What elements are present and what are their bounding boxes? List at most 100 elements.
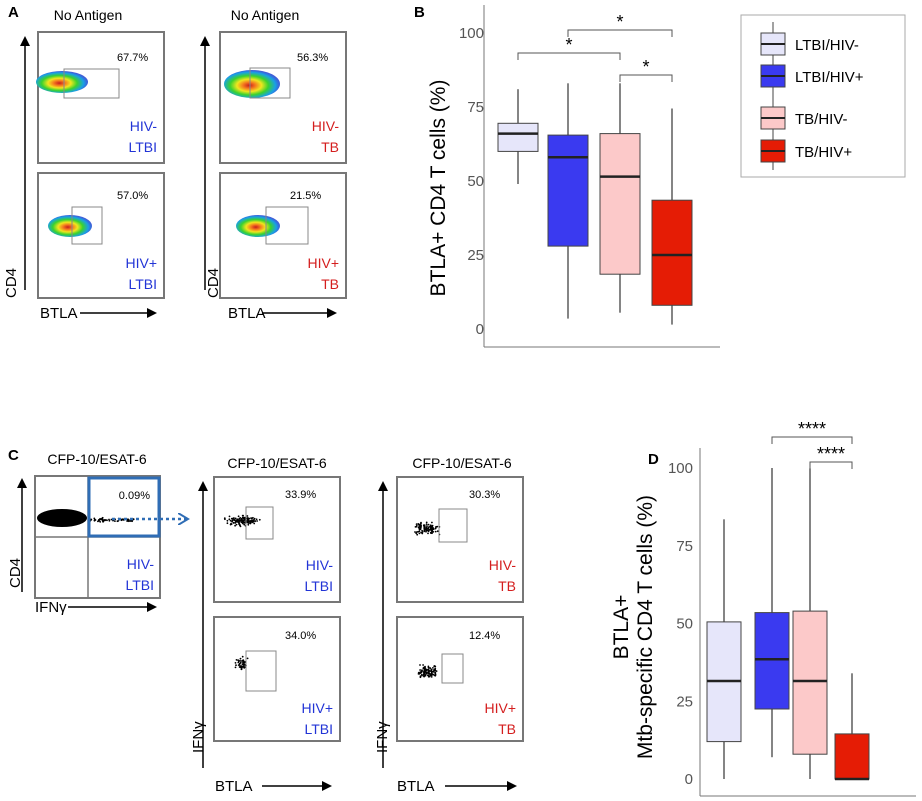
condition-label-2: LTBI [304,721,333,737]
condition-label-1: HIV- [127,556,155,572]
bracket-line [771,436,853,444]
panel-c-quadrant-plot: CD4 0.09% HIV- LTBI IFNγ [7,475,161,616]
panel-a-left-x-label: BTLA [40,305,78,322]
panel-c-cd4-label: CD4 [7,558,24,588]
legend-label: LTBI/HIV+ [795,69,864,86]
gate [71,206,103,245]
y-tick-label: 75 [676,538,693,555]
y-axis-label: BTLA+ CD4 T cells (%) [427,80,450,297]
gate-percent: 21.5% [290,190,321,202]
panel-c-ifng-label: IFNγ [35,599,67,616]
condition-label-1: HIV- [489,557,517,573]
density-blob [224,70,280,98]
y-tick-label: 100 [459,25,484,42]
panel-c-header-1: CFP-10/ESAT-6 [47,451,147,467]
density-blob [48,215,92,237]
box-iqr [547,134,589,247]
panel-a-right-x-label: BTLA [228,305,266,322]
condition-label-1: HIV+ [125,255,157,271]
bracket-line [619,74,673,82]
box-ltbi-hivneg [706,519,742,779]
condition-label-1: HIV+ [307,255,339,271]
panel-c-plot-hiv-neg-ltbi: 33.9% HIV- LTBI [213,476,341,603]
gate [441,653,464,684]
gate-percent: 33.9% [285,489,316,501]
legend-label: TB/HIV+ [795,144,852,161]
panel-a-left-y-label: CD4 [3,268,20,298]
gate [245,650,277,692]
condition-label-2: LTBI [304,578,333,594]
box-ltbi-hivpos [547,83,589,319]
condition-label-1: HIV- [312,118,340,134]
box-iqr [754,612,790,710]
panel-b-letter: B [414,4,425,21]
box-tb-hivneg [792,468,828,779]
condition-label-2: TB [321,139,339,155]
condition-label-1: HIV+ [484,700,516,716]
gate-percent: 56.3% [297,52,328,64]
event-cluster [37,509,87,527]
panel-a-plot-hiv-neg-tb: 56.3% HIV- TB [219,31,347,164]
panel-a-plot-hiv-pos-tb: 21.5% HIV+ TB [219,172,347,299]
density-blob [236,215,280,237]
condition-label-2: LTBI [128,276,157,292]
condition-label-2: LTBI [128,139,157,155]
significance-bracket: * [567,12,673,37]
panel-a-right-y-label: CD4 [205,268,222,298]
bracket-line [809,461,853,469]
panel-c-plot-hiv-pos-ltbi: 34.0% HIV+ LTBI [213,616,341,742]
box-tb-hivpos [834,673,870,781]
y-tick-label: 25 [467,247,484,264]
y-tick-label: 0 [476,321,484,338]
gate-percent: 30.3% [469,489,500,501]
panel-c-right-x-label: BTLA [397,778,435,795]
condition-label-2: TB [498,578,516,594]
panel-d-letter: D [648,451,659,468]
panel-a-header-1: No Antigen [54,7,123,23]
condition-label-2: TB [321,276,339,292]
condition-label-1: HIV+ [301,700,333,716]
significance-bracket: * [619,57,673,82]
y-tick-label: 50 [467,173,484,190]
box-iqr [834,733,870,780]
box-iqr [599,133,641,275]
gate [249,67,291,99]
panel-c-mid-y-label: IFNγ [190,721,207,753]
y-tick-label: 0 [685,771,693,788]
gate [265,206,309,245]
gate [63,68,120,99]
gate-percent: 34.0% [285,630,316,642]
gate [245,506,274,540]
y-tick-label: 25 [676,693,693,710]
panel-c-plot-hiv-pos-tb: 12.4% HIV+ TB [396,616,524,742]
panel-a-plot-hiv-neg-ltbi: 67.7% HIV- LTBI [36,31,165,164]
condition-label-1: HIV- [130,118,158,134]
panel-a-letter: A [8,4,19,21]
significance-label: * [565,35,572,55]
condition-label-2: TB [498,721,516,737]
y-tick-label: 50 [676,616,693,633]
y-axis-label-line-2: Mtb-specific CD4 T cells (%) [634,495,657,759]
y-tick-label: 100 [668,460,693,477]
box-iqr [497,122,539,152]
box-iqr [651,199,693,306]
panel-d-boxplot: 0 25 50 75 100 BTLA+ Mtb-specific CD4 T cells … [610,419,916,797]
panel-c-header-3: CFP-10/ESAT-6 [412,455,512,471]
gate-percent: 0.09% [119,490,150,502]
gate [438,508,468,543]
positive-gate[interactable] [87,476,161,538]
panel-c-plot-hiv-neg-tb: 30.3% HIV- TB [396,476,524,603]
panel-c-right-y-label: IFNγ [374,721,391,753]
significance-label: **** [817,444,845,464]
legend: LTBI/HIV- LTBI/HIV+ TB/HIV- TB/HIV+ [740,14,906,178]
significance-bracket: **** [809,444,853,469]
legend-label: TB/HIV- [795,111,848,128]
gate-percent: 12.4% [469,630,500,642]
significance-label: * [642,57,649,77]
box-ltbi-hivpos [754,468,790,758]
density-blob [36,71,88,93]
legend-label: LTBI/HIV- [795,37,859,54]
panel-c-header-2: CFP-10/ESAT-6 [227,455,327,471]
panel-c-mid-x-label: BTLA [215,778,253,795]
